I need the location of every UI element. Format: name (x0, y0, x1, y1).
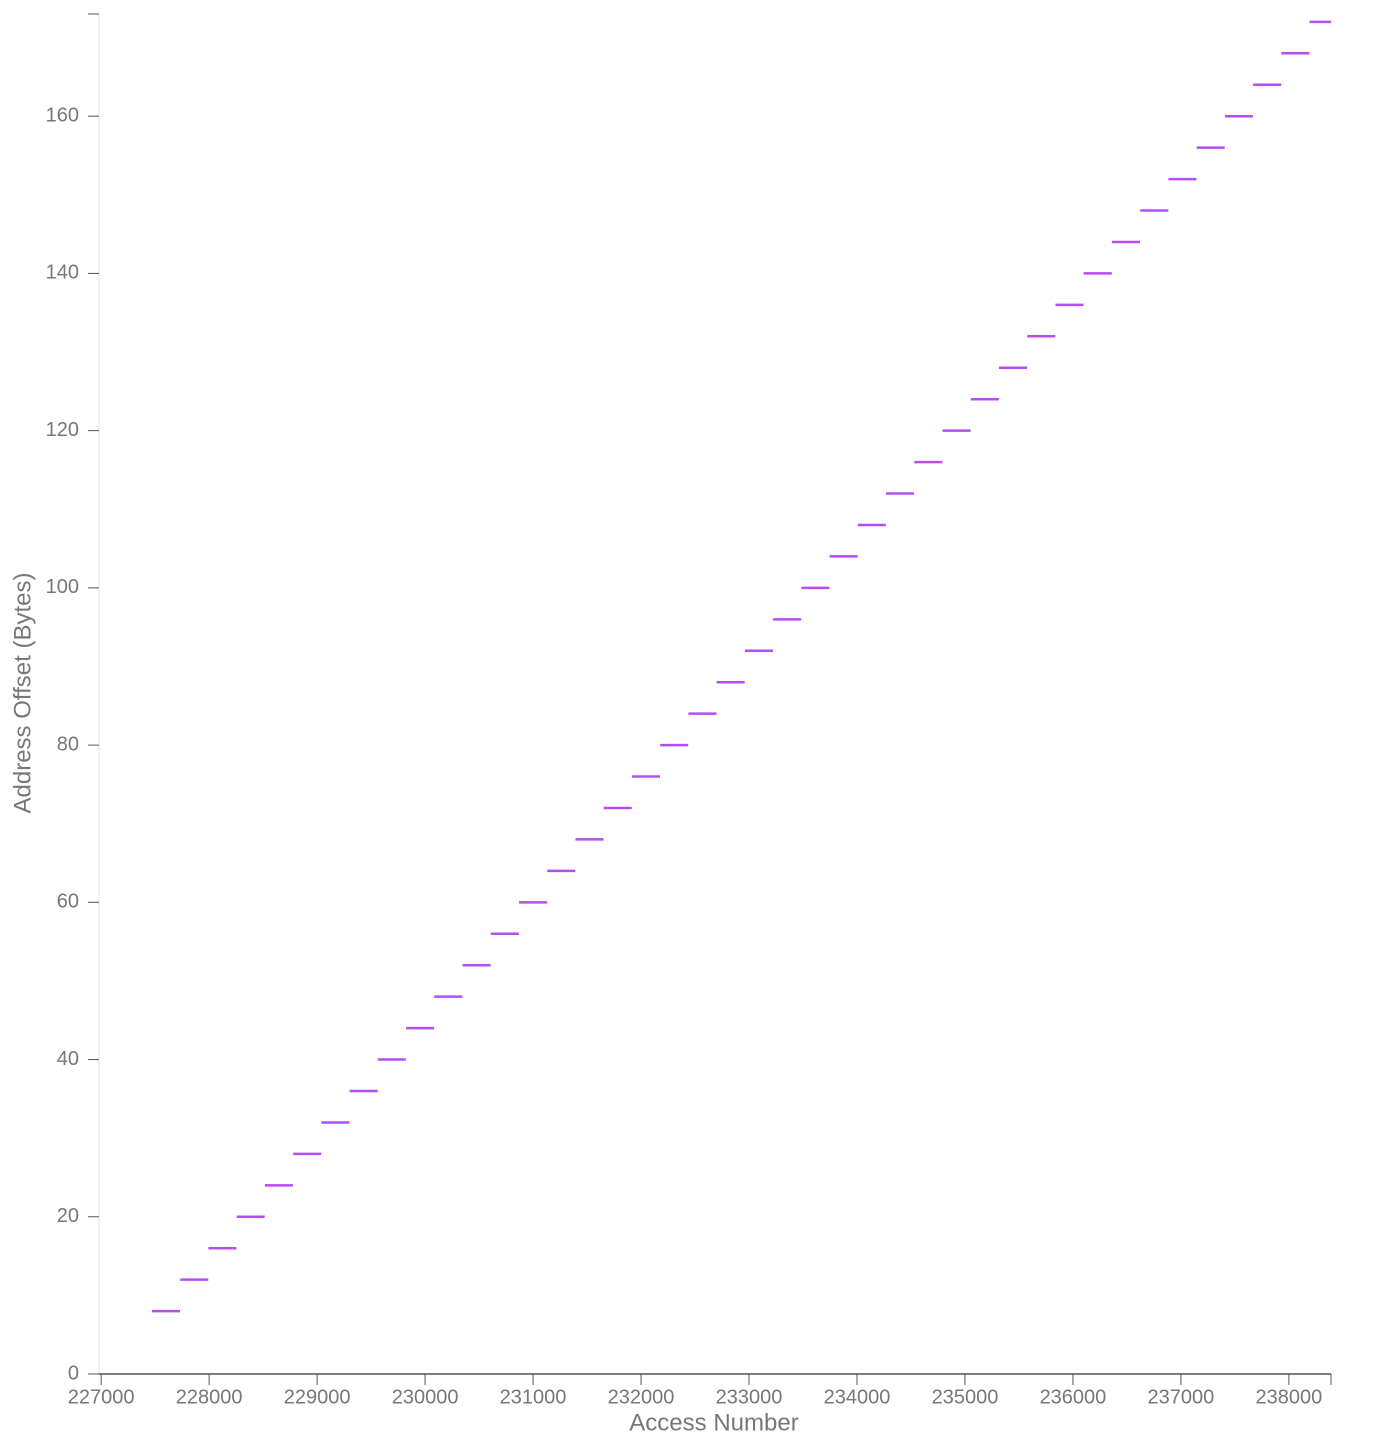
x-tick-label: 227000 (68, 1386, 135, 1408)
y-axis-title: Address Offset (Bytes) (9, 573, 36, 814)
x-tick-label: 236000 (1040, 1386, 1107, 1408)
x-tick-label: 232000 (608, 1386, 675, 1408)
x-tick-label: 235000 (932, 1386, 999, 1408)
y-tick-label: 140 (46, 262, 79, 284)
y-tick-label: 0 (68, 1362, 79, 1384)
y-tick-label: 60 (57, 891, 79, 913)
x-tick-label: 231000 (500, 1386, 567, 1408)
x-axis-title: Access Number (629, 1409, 798, 1436)
y-tick-label: 160 (46, 104, 79, 126)
y-tick-label: 100 (46, 576, 79, 598)
y-tick-label: 120 (46, 419, 79, 441)
y-tick-label: 20 (57, 1205, 79, 1227)
x-tick-label: 238000 (1256, 1386, 1323, 1408)
x-tick-label: 229000 (284, 1386, 351, 1408)
y-tick-label: 80 (57, 733, 79, 755)
x-tick-label: 237000 (1148, 1386, 1215, 1408)
x-tick-label: 230000 (392, 1386, 459, 1408)
marks (151, 20, 1331, 1313)
x-tick-label: 228000 (176, 1386, 243, 1408)
y-tick-label: 40 (57, 1048, 79, 1070)
x-tick-label: 233000 (716, 1386, 783, 1408)
x-tick-label: 234000 (824, 1386, 891, 1408)
